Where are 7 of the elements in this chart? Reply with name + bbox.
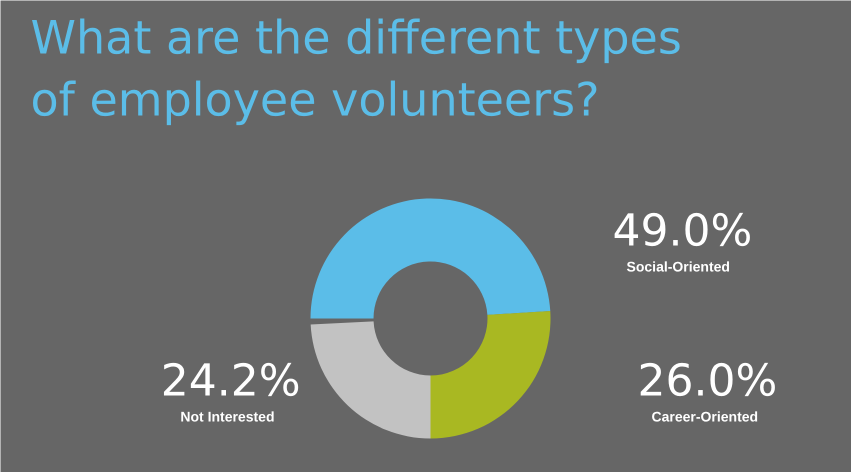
data-label: 24.2% — [160, 356, 301, 406]
slice-label: Not Interested — [180, 408, 274, 424]
chart-title: What are the different types of employee volunteers? — [30, 10, 682, 126]
slice-label: Social-Oriented — [626, 258, 730, 274]
data-label: 49.0% — [612, 206, 752, 256]
data-label: 26.0% — [638, 356, 778, 406]
slice-label: Career-Oriented — [652, 408, 758, 424]
